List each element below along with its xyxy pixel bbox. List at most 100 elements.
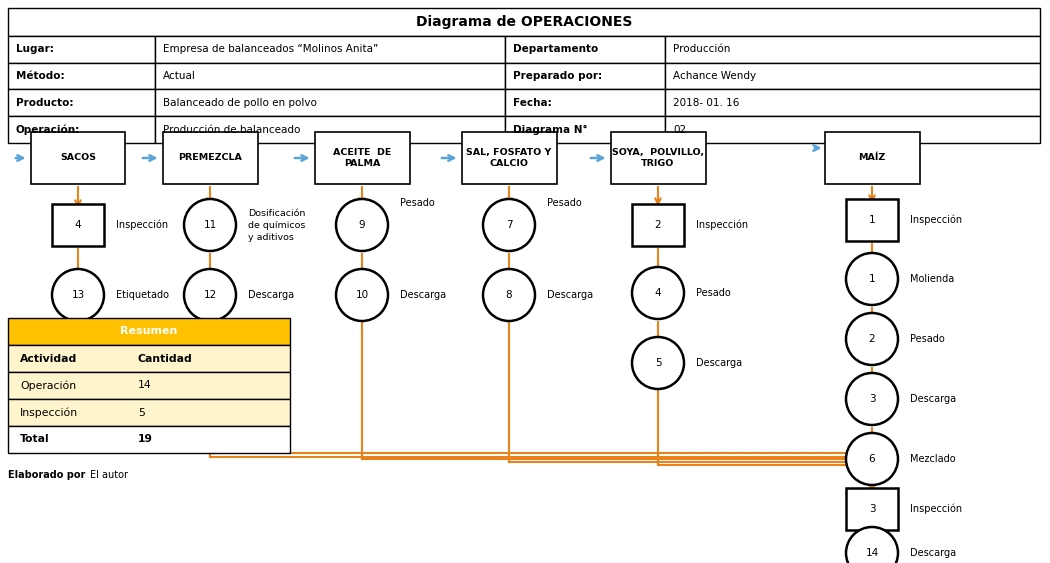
Text: 2: 2 — [655, 220, 662, 230]
Text: Inspección: Inspección — [116, 220, 168, 230]
Text: 2: 2 — [868, 334, 876, 344]
Text: 4: 4 — [655, 288, 662, 298]
Text: 8: 8 — [506, 290, 512, 300]
Text: SOYA,  POLVILLO,
TRIGO: SOYA, POLVILLO, TRIGO — [612, 148, 705, 168]
Text: SAL, FOSFATO Y
CALCIO: SAL, FOSFATO Y CALCIO — [466, 148, 551, 168]
Text: 12: 12 — [204, 290, 216, 300]
Text: Total: Total — [20, 435, 49, 445]
Circle shape — [483, 199, 536, 251]
Text: 14: 14 — [138, 381, 152, 391]
FancyBboxPatch shape — [8, 36, 155, 62]
Text: Fecha:: Fecha: — [513, 98, 551, 108]
FancyBboxPatch shape — [8, 8, 1040, 36]
FancyBboxPatch shape — [665, 62, 1040, 90]
Text: Actividad: Actividad — [20, 354, 78, 364]
Text: 3: 3 — [868, 504, 876, 514]
Text: 10: 10 — [356, 290, 369, 300]
Text: 6: 6 — [868, 454, 876, 464]
Circle shape — [846, 373, 898, 425]
Text: 13: 13 — [71, 290, 85, 300]
FancyBboxPatch shape — [846, 488, 898, 530]
Text: 1: 1 — [868, 274, 876, 284]
FancyBboxPatch shape — [632, 204, 684, 246]
Text: ACEITE  DE
PALMA: ACEITE DE PALMA — [333, 148, 392, 168]
Text: Balanceado de pollo en polvo: Balanceado de pollo en polvo — [163, 98, 317, 108]
Text: Inspección: Inspección — [910, 504, 962, 514]
FancyBboxPatch shape — [52, 204, 104, 246]
FancyBboxPatch shape — [462, 132, 556, 184]
Text: Actual: Actual — [163, 71, 196, 81]
Text: Resumen: Resumen — [121, 327, 177, 337]
FancyBboxPatch shape — [315, 132, 410, 184]
Text: Pesado: Pesado — [547, 198, 582, 208]
Text: Inspección: Inspección — [20, 407, 78, 418]
Text: El autor: El autor — [90, 470, 128, 480]
FancyBboxPatch shape — [824, 132, 920, 184]
FancyBboxPatch shape — [8, 345, 290, 372]
FancyBboxPatch shape — [8, 372, 290, 399]
Text: Empresa de balanceados “Molinos Anita”: Empresa de balanceados “Molinos Anita” — [163, 44, 378, 55]
Text: Producto:: Producto: — [16, 98, 74, 108]
Text: Producción de balanceado: Producción de balanceado — [163, 124, 300, 135]
Text: 1: 1 — [868, 215, 876, 225]
Text: Elaborado por: Elaborado por — [8, 470, 85, 480]
Circle shape — [184, 269, 236, 321]
FancyBboxPatch shape — [155, 90, 505, 116]
Text: 4: 4 — [75, 220, 81, 230]
Text: Descarga: Descarga — [248, 290, 294, 300]
Text: Operación:: Operación: — [16, 124, 80, 135]
Text: Inspección: Inspección — [696, 220, 748, 230]
Text: Mezclado: Mezclado — [910, 454, 956, 464]
Circle shape — [336, 199, 388, 251]
Text: Diagrama de OPERACIONES: Diagrama de OPERACIONES — [416, 15, 632, 29]
Text: 14: 14 — [865, 548, 879, 558]
Text: Achance Wendy: Achance Wendy — [673, 71, 756, 81]
Text: Etiquetado: Etiquetado — [116, 290, 169, 300]
Text: de químicos: de químicos — [248, 221, 306, 230]
Circle shape — [846, 433, 898, 485]
FancyBboxPatch shape — [505, 62, 665, 90]
Text: SACOS: SACOS — [60, 154, 96, 163]
Text: Operación: Operación — [20, 380, 76, 391]
Text: Preparado por:: Preparado por: — [513, 71, 602, 81]
FancyBboxPatch shape — [610, 132, 706, 184]
Text: Descarga: Descarga — [910, 548, 957, 558]
Text: Molienda: Molienda — [910, 274, 954, 284]
Text: 19: 19 — [138, 435, 153, 445]
FancyBboxPatch shape — [8, 399, 290, 426]
FancyBboxPatch shape — [8, 90, 155, 116]
FancyBboxPatch shape — [846, 199, 898, 241]
Text: 02: 02 — [673, 124, 686, 135]
Text: Descarga: Descarga — [547, 290, 593, 300]
Circle shape — [632, 337, 684, 389]
Text: 2018- 01. 16: 2018- 01. 16 — [673, 98, 739, 108]
Text: 7: 7 — [506, 220, 512, 230]
FancyBboxPatch shape — [505, 90, 665, 116]
Text: 5: 5 — [655, 358, 662, 368]
Circle shape — [184, 199, 236, 251]
Text: Método:: Método: — [16, 71, 65, 81]
FancyBboxPatch shape — [8, 62, 155, 90]
Text: 9: 9 — [359, 220, 365, 230]
Text: Producción: Producción — [673, 44, 731, 55]
Text: Dosificación: Dosificación — [248, 208, 306, 217]
Text: MAÍZ: MAÍZ — [859, 154, 885, 163]
FancyBboxPatch shape — [8, 426, 290, 453]
Text: Inspección: Inspección — [910, 215, 962, 225]
FancyBboxPatch shape — [8, 318, 290, 345]
Text: y aditivos: y aditivos — [248, 233, 294, 242]
FancyBboxPatch shape — [505, 116, 665, 143]
Circle shape — [846, 313, 898, 365]
Circle shape — [846, 253, 898, 305]
Text: Pesado: Pesado — [910, 334, 945, 344]
Text: 11: 11 — [204, 220, 216, 230]
FancyBboxPatch shape — [155, 36, 505, 62]
Text: Departamento: Departamento — [513, 44, 598, 55]
Text: Descarga: Descarga — [696, 358, 742, 368]
Text: Descarga: Descarga — [910, 394, 957, 404]
Circle shape — [483, 269, 536, 321]
Text: PREMEZCLA: PREMEZCLA — [178, 154, 242, 163]
FancyBboxPatch shape — [30, 132, 126, 184]
Text: Diagrama N°: Diagrama N° — [513, 124, 588, 135]
Text: Pesado: Pesado — [400, 198, 435, 208]
